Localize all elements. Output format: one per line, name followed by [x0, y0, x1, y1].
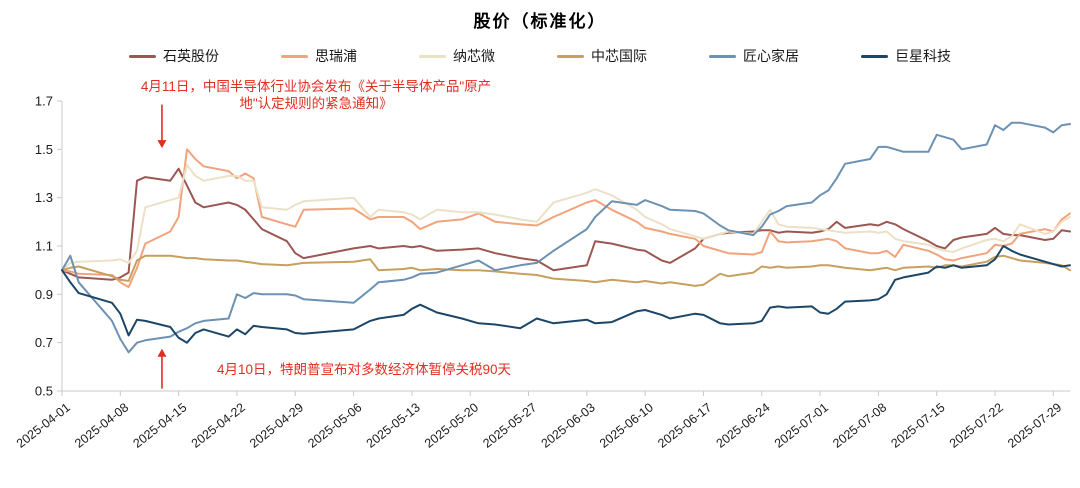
- legend-swatch-icon: [281, 54, 308, 58]
- legend-swatch-icon: [861, 54, 888, 58]
- legend-swatch-icon: [419, 54, 446, 58]
- x-tick-label: 2025-04-08: [72, 400, 131, 450]
- y-tick-label: 1.1: [35, 239, 53, 254]
- legend-item-shiying: 石英股份: [129, 46, 219, 66]
- x-tick-label: 2025-07-15: [889, 400, 948, 450]
- y-tick-label: 0.9: [35, 287, 53, 302]
- legend: 石英股份 思瑞浦 纳芯微 中芯国际 匠心家居 巨星科技: [0, 47, 1080, 65]
- legend-item-naxinwei: 纳芯微: [419, 46, 495, 66]
- legend-label: 石英股份: [163, 48, 219, 64]
- x-tick-label: 2025-05-27: [480, 400, 539, 450]
- x-tick-label: 2025-04-22: [189, 400, 248, 450]
- x-tick-label: 2025-07-22: [947, 400, 1006, 450]
- legend-label: 思瑞浦: [315, 48, 357, 64]
- x-tick-label: 2025-07-29: [1005, 400, 1064, 450]
- x-tick-label: 2025-06-24: [714, 400, 773, 450]
- annotation-text-line: 地"认定规则的紧急通知》: [239, 96, 393, 111]
- y-tick-label: 1.5: [35, 142, 53, 157]
- legend-item-jiangxin: 匠心家居: [709, 46, 799, 66]
- legend-label: 中芯国际: [591, 48, 647, 64]
- series-line-4: [61, 121, 1071, 354]
- x-tick-label: 2025-05-20: [422, 400, 481, 450]
- annotation-semiconductor-notice: 4月11日，中国半导体行业协会发布《关于半导体产品"原产 地"认定规则的紧急通知…: [60, 78, 572, 112]
- legend-item-siruipu: 思瑞浦: [281, 46, 357, 66]
- annotation-tariff-pause: 4月10日，特朗普宣布对多数经济体暂停关税90天: [217, 361, 511, 378]
- legend-swatch-icon: [557, 54, 584, 58]
- series-line-0: [61, 167, 1071, 281]
- x-tick-label: 2025-05-06: [305, 400, 364, 450]
- y-tick-label: 1.3: [35, 190, 53, 205]
- legend-item-juxing: 巨星科技: [861, 46, 951, 66]
- x-tick-label: 2025-04-01: [14, 400, 73, 450]
- x-tick-label: 2025-05-13: [364, 400, 423, 450]
- legend-swatch-icon: [129, 54, 156, 58]
- legend-item-zhongxin: 中芯国际: [557, 46, 647, 66]
- series-line-1: [61, 148, 1071, 289]
- annotation-arrow-head-icon-1: [157, 348, 167, 357]
- x-tick-label: 2025-07-01: [772, 400, 831, 450]
- y-tick-label: 1.7: [35, 94, 53, 109]
- x-tick-label: 2025-04-15: [130, 400, 189, 450]
- y-tick-label: 0.5: [35, 384, 53, 399]
- legend-label: 巨星科技: [895, 48, 951, 64]
- legend-label: 纳芯微: [453, 48, 495, 64]
- y-tick-label: 0.7: [35, 335, 53, 350]
- x-tick-label: 2025-04-29: [247, 400, 306, 450]
- legend-swatch-icon: [709, 54, 736, 58]
- x-tick-label: 2025-07-08: [830, 400, 889, 450]
- annotation-text-line: 4月10日，特朗普宣布对多数经济体暂停关税90天: [217, 362, 512, 377]
- x-tick-label: 2025-06-03: [539, 400, 598, 450]
- x-tick-label: 2025-06-10: [597, 400, 656, 450]
- series-line-5: [61, 245, 1071, 344]
- annotation-text-line: 4月11日，中国半导体行业协会发布《关于半导体产品"原产: [140, 79, 492, 94]
- chart-title: 股价（标准化）: [473, 12, 607, 31]
- annotation-arrow-head-icon-0: [157, 140, 167, 149]
- series-line-3: [61, 254, 1071, 287]
- x-tick-label: 2025-06-17: [655, 400, 714, 450]
- series-line-2: [61, 164, 1071, 272]
- legend-label: 匠心家居: [743, 48, 799, 64]
